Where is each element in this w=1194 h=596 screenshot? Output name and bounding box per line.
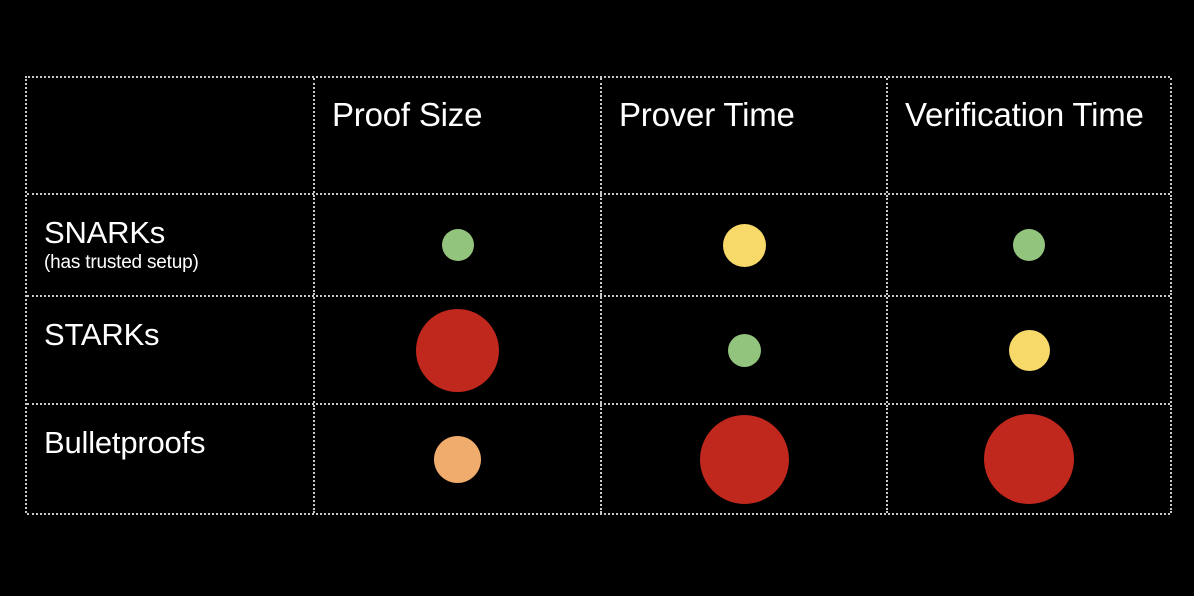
row-label: STARKs: [44, 317, 160, 352]
rating-bubble: [699, 414, 789, 504]
row-sublabel: (has trusted setup): [44, 252, 199, 273]
header-cell-prover-time: Prover Time: [602, 78, 888, 193]
rating-bubble: [441, 229, 474, 261]
row-header-starks: STARKs: [27, 297, 315, 403]
column-header-label: Verification Time: [905, 96, 1144, 133]
row-label: SNARKs: [44, 215, 166, 250]
comparison-table: Proof Size Prover Time Verification Time…: [25, 76, 1172, 515]
rating-bubble: [434, 435, 481, 483]
rating-bubble: [722, 223, 766, 267]
table-row: Bulletproofs: [27, 405, 1172, 515]
rating-bubble: [984, 414, 1074, 504]
row-label: Bulletproofs: [44, 425, 206, 460]
rating-bubble: [416, 308, 499, 392]
table-row: SNARKs (has trusted setup): [27, 195, 1172, 297]
column-header-label: Proof Size: [332, 96, 483, 133]
cell-bulletproofs-proof-size: [315, 405, 602, 513]
table-header-row: Proof Size Prover Time Verification Time: [27, 78, 1172, 195]
rating-bubble: [1008, 329, 1050, 371]
cell-starks-prover-time: [602, 297, 888, 403]
cell-snarks-prover-time: [602, 195, 888, 295]
cell-snarks-verification-time: [888, 195, 1172, 295]
header-cell-corner: [27, 78, 315, 193]
table-row: STARKs: [27, 297, 1172, 405]
rating-bubble: [727, 333, 761, 367]
header-cell-verification-time: Verification Time: [888, 78, 1172, 193]
cell-starks-proof-size: [315, 297, 602, 403]
column-header-label: Prover Time: [619, 96, 795, 133]
header-cell-proof-size: Proof Size: [315, 78, 602, 193]
row-header-bulletproofs: Bulletproofs: [27, 405, 315, 513]
cell-snarks-proof-size: [315, 195, 602, 295]
row-header-snarks: SNARKs (has trusted setup): [27, 195, 315, 295]
rating-bubble: [1013, 229, 1045, 261]
cell-bulletproofs-verification-time: [888, 405, 1172, 513]
cell-bulletproofs-prover-time: [602, 405, 888, 513]
cell-starks-verification-time: [888, 297, 1172, 403]
